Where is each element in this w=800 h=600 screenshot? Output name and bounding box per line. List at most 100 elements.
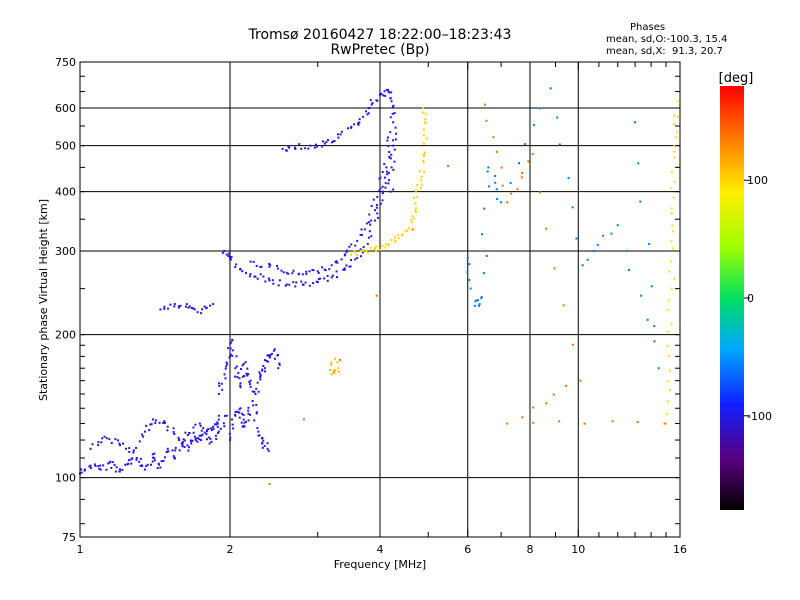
y-tick-label-300: 300 [55, 245, 76, 258]
data-point-2-3-3 [235, 355, 238, 358]
data-point-10-0 [337, 367, 340, 370]
data-point-9-9-3 [422, 142, 425, 145]
data-point-13-1-5 [501, 184, 504, 187]
data-point-5-1-3 [235, 263, 238, 266]
data-point-2-11-1 [266, 354, 269, 357]
data-point-1-10-2 [209, 437, 212, 440]
data-point-2-6-5 [246, 374, 249, 377]
data-point-6-2 [285, 271, 288, 274]
data-point-2-7 [249, 379, 252, 382]
data-point-0-10 [166, 447, 169, 450]
axis-tick-labels: 1 2 4 6 8 10 16 75 100 200 300 400 500 600 750 [55, 56, 687, 556]
data-point-12-1-5 [477, 299, 480, 302]
data-point-6-2-5 [297, 273, 300, 276]
data-point-5-7-2 [319, 277, 322, 280]
data-point-1-11-5 [224, 414, 227, 417]
data-point-1-11-3 [223, 425, 226, 428]
data-point-2-5-5 [241, 364, 244, 367]
data-point-2-4 [234, 367, 237, 370]
data-point-6-0-3 [260, 265, 263, 268]
data-point-2-6 [244, 361, 247, 364]
data-point-7-4-5 [350, 125, 353, 128]
data-point-1-3-5 [141, 433, 144, 436]
data-point-3-7-1 [261, 441, 264, 444]
data-point-0-4-4 [124, 463, 127, 466]
data-point-5-8 [330, 276, 333, 279]
data-point-13-5-5 [636, 421, 639, 424]
data-point-0-12-4 [183, 446, 186, 449]
data-point-2-3-5 [235, 365, 238, 368]
data-point-4-0-2 [163, 307, 166, 310]
data-point-12-5-3 [567, 176, 570, 179]
data-point-4-0-3 [166, 307, 169, 310]
data-point-1-5 [154, 419, 157, 422]
data-point-9-1 [362, 250, 365, 253]
data-point-7-1-2 [298, 143, 301, 146]
data-point-0-17-5 [217, 418, 220, 421]
data-point-5-10-1 [359, 255, 362, 258]
data-point-5-12 [376, 212, 379, 215]
data-point-11-6 [676, 100, 679, 103]
data-point-10-2 [334, 357, 337, 360]
y-tick-label-500: 500 [55, 140, 76, 153]
data-point-2-11-5 [273, 348, 276, 351]
data-point-6-0-4 [259, 266, 262, 269]
data-point-5-12-5 [381, 192, 384, 195]
data-point-13-2-2 [516, 188, 519, 191]
data-point-2-3-4 [231, 354, 234, 357]
data-point-1-5-5 [164, 421, 167, 424]
data-point-13-2 [506, 201, 509, 204]
data-point-9-0-4 [359, 249, 362, 252]
data-point-9-3-2 [384, 243, 387, 246]
data-point-6-9-2 [379, 187, 382, 190]
data-point-6-0 [249, 260, 252, 263]
data-point-13-3-5 [571, 343, 574, 346]
data-point-3-4 [247, 419, 250, 422]
data-point-0-11-1 [173, 456, 176, 459]
data-point-5-11-2 [368, 230, 371, 233]
data-point-1-1-4 [114, 438, 117, 441]
data-point-13-3-2 [545, 227, 548, 230]
data-point-3-1-4 [238, 408, 241, 411]
data-point-1-7-4 [186, 434, 189, 437]
data-point-1-9-5 [205, 438, 208, 441]
data-point-5-8-1 [332, 274, 335, 277]
data-point-6-4-4 [324, 269, 327, 272]
data-point-9-5-4 [410, 218, 413, 221]
data-point-7-8-4 [385, 88, 388, 91]
data-point-5-8-2 [336, 276, 339, 279]
data-point-12-0-2 [466, 271, 469, 274]
data-point-2-9 [259, 373, 262, 376]
data-point-1-4-2 [145, 424, 148, 427]
data-point-11-2 [670, 287, 673, 290]
data-point-12-1-2 [478, 303, 481, 306]
data-point-3-6-4 [260, 437, 263, 440]
data-point-5-11-1 [370, 235, 373, 238]
data-point-12-3-2 [494, 175, 497, 178]
data-point-6-7-1 [360, 233, 363, 236]
data-point-11-0-4 [667, 380, 670, 383]
data-point-9-4-3 [397, 237, 400, 240]
data-point-6-5 [330, 264, 333, 267]
data-point-2-11-4 [271, 352, 274, 355]
data-point-5-10-4 [362, 246, 365, 249]
data-point-5-4-3 [278, 279, 281, 282]
data-point-1-1-2 [105, 437, 108, 440]
data-point-2-8-4 [259, 378, 262, 381]
data-point-1-5-3 [163, 420, 166, 423]
data-point-3-4-4 [247, 406, 250, 409]
data-point-4-2-4 [193, 308, 196, 311]
data-point-5-9 [343, 268, 346, 271]
data-point-0-10-3 [167, 450, 170, 453]
data-point-5-1-4 [234, 266, 237, 269]
data-point-12-2-2 [485, 254, 488, 257]
data-point-4-0 [159, 308, 162, 311]
data-point-7-2-1 [313, 146, 316, 149]
data-point-6-9-1 [378, 189, 381, 192]
data-point-3-3-5 [245, 420, 248, 423]
data-point-9-7-3 [416, 184, 419, 187]
data-point-13-3-1 [538, 191, 541, 194]
data-point-5-0 [223, 250, 226, 253]
data-point-12-4 [500, 201, 503, 204]
data-point-9-8-1 [418, 170, 421, 173]
